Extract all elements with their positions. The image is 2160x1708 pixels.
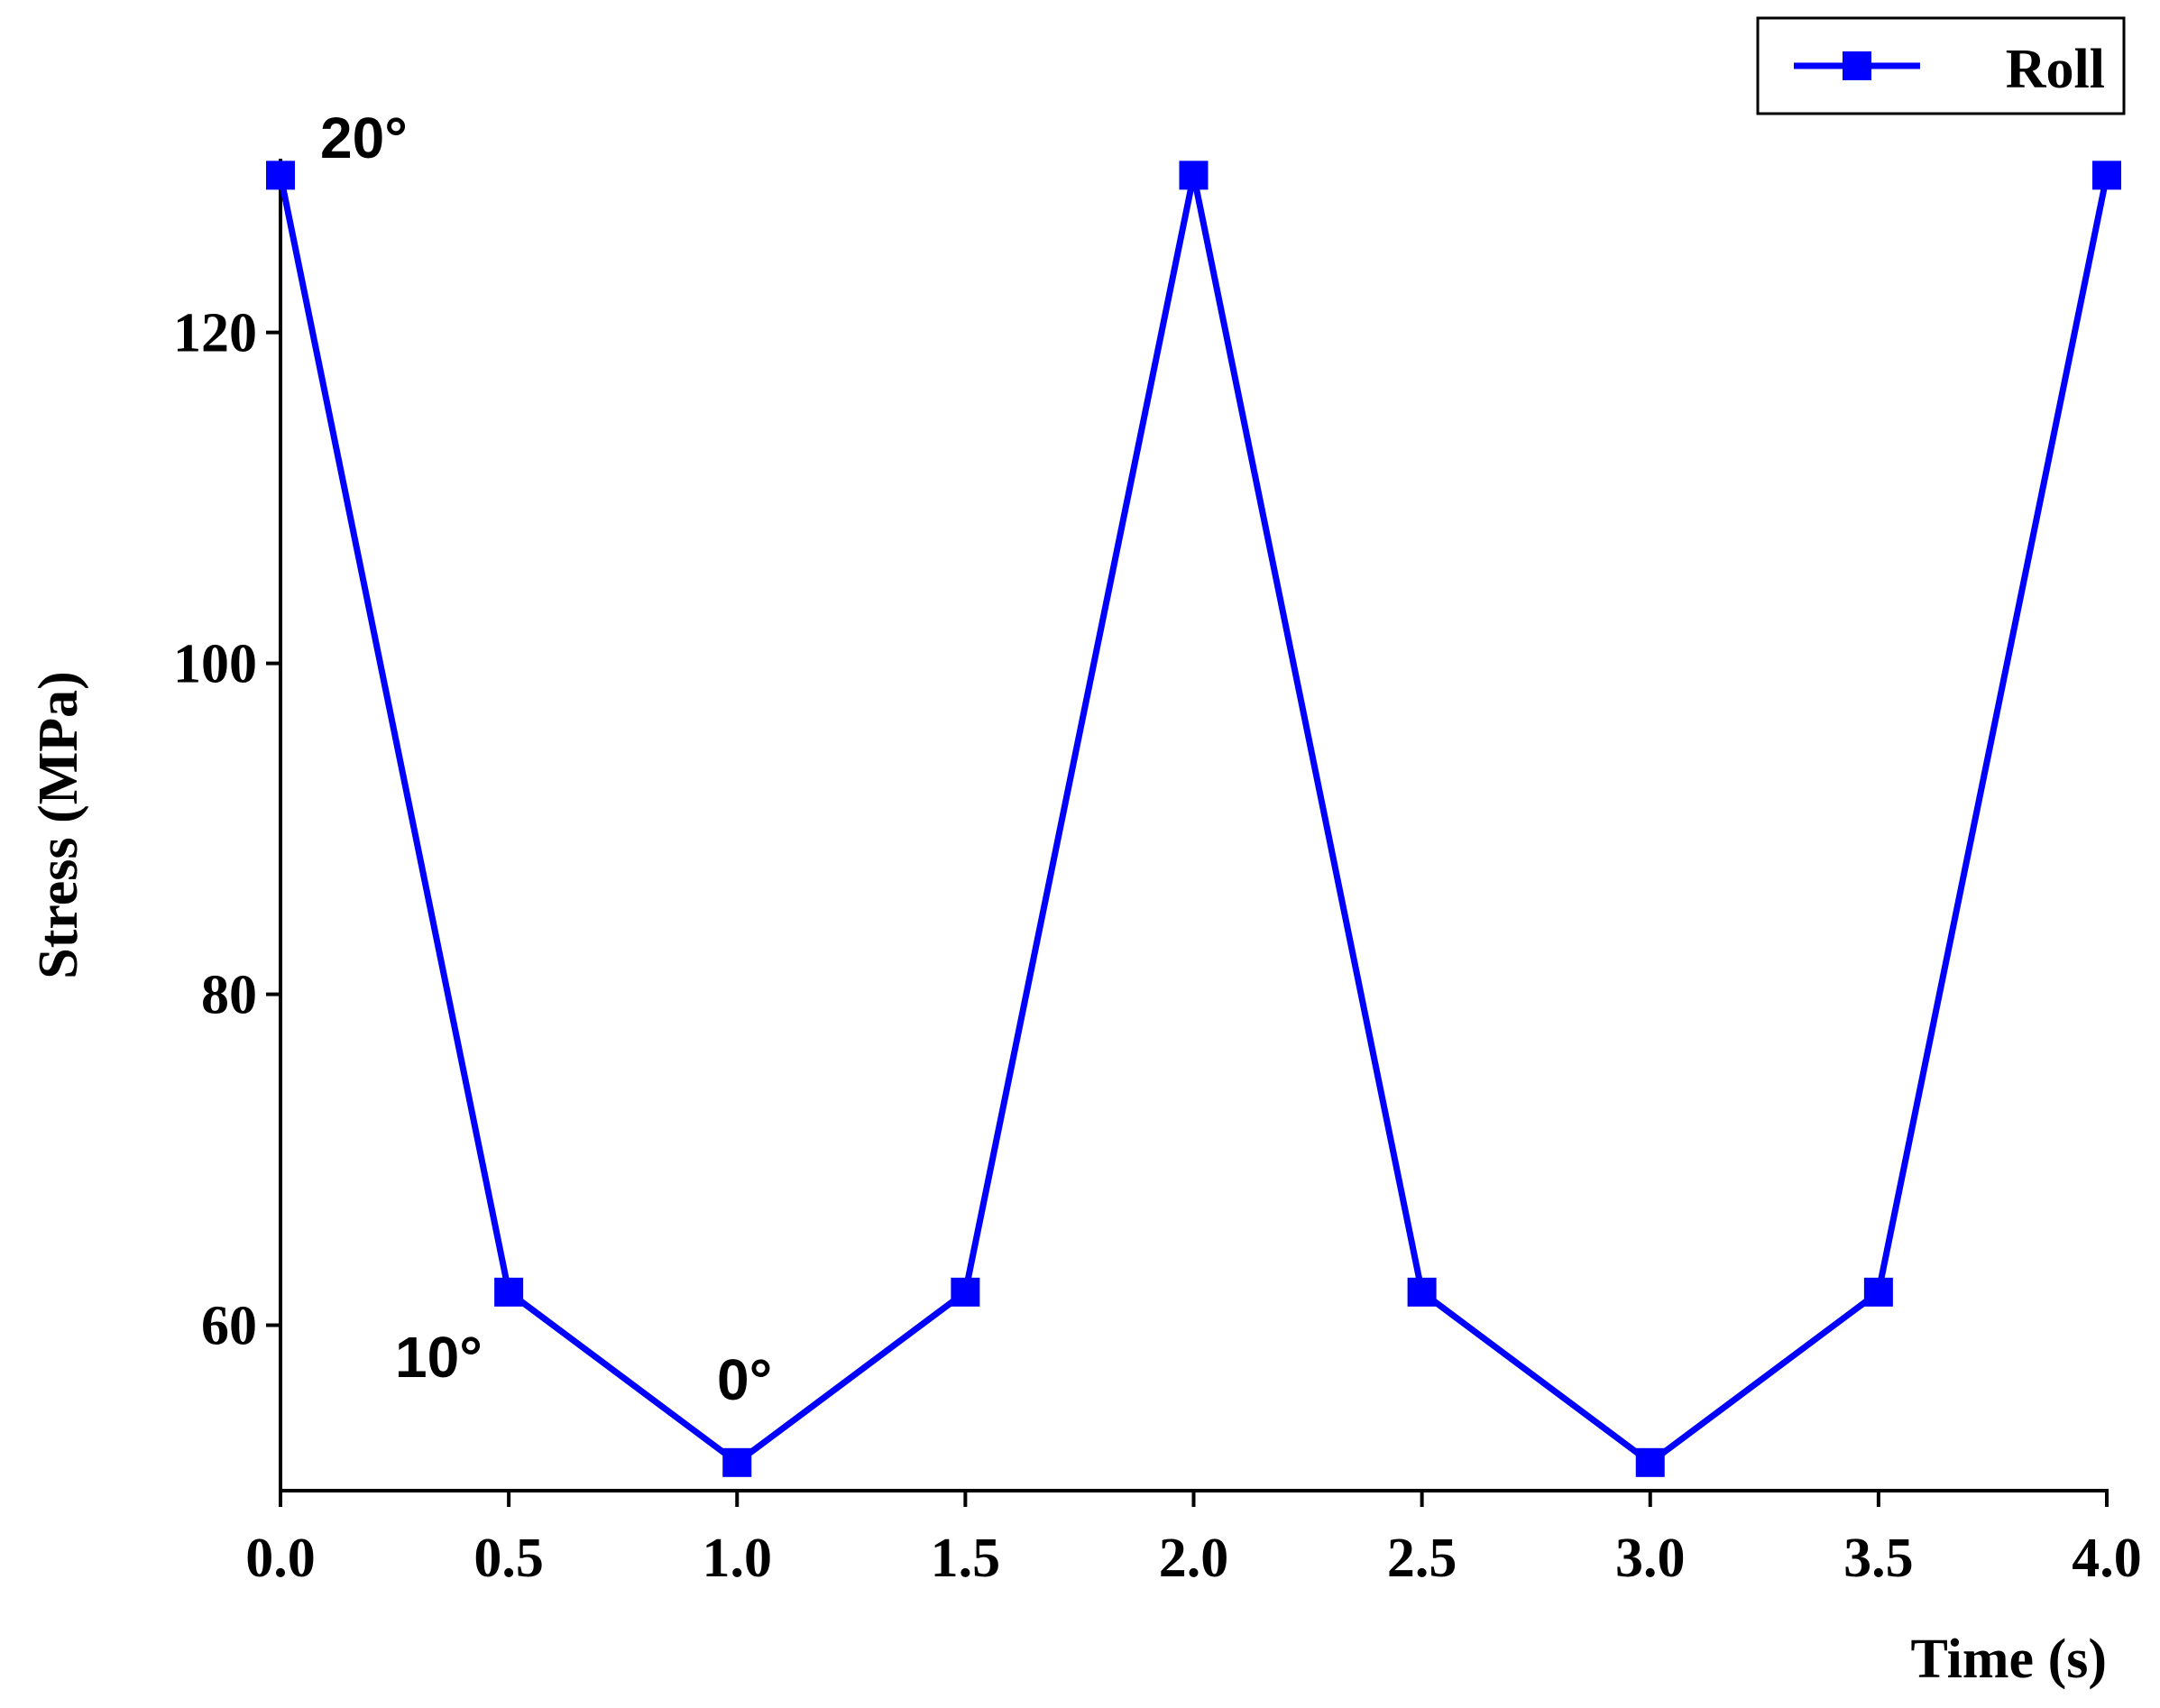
marker	[2092, 161, 2121, 190]
marker	[722, 1447, 752, 1477]
x-axis-title: Time (s)	[1910, 1629, 2107, 1690]
series-line	[277, 174, 2110, 1467]
legend-label: Roll	[2006, 39, 2105, 100]
y-tick-label: 60	[201, 1296, 257, 1357]
marker	[1179, 161, 1209, 190]
marker	[266, 161, 295, 190]
marker	[951, 1277, 980, 1307]
x-tick-label: 3.0	[1615, 1528, 1686, 1589]
marker	[1863, 1277, 1893, 1307]
x-tick-label: 2.5	[1387, 1528, 1457, 1589]
x-tick-label: 0.5	[473, 1528, 544, 1589]
y-tick-label: 100	[173, 634, 257, 695]
annotation: 0°	[717, 1347, 772, 1412]
legend-marker	[1843, 51, 1871, 80]
y-tick-label: 80	[201, 965, 257, 1026]
y-tick-label: 120	[173, 303, 257, 364]
x-tick-label: 4.0	[2072, 1528, 2142, 1589]
x-tick-label: 0.0	[245, 1528, 316, 1589]
marker	[1407, 1277, 1437, 1307]
annotation: 10°	[395, 1325, 483, 1390]
x-tick-label: 2.0	[1159, 1528, 1229, 1589]
y-axis-title: Stress (MPa)	[28, 671, 89, 978]
x-tick-label: 3.5	[1843, 1528, 1914, 1589]
marker	[494, 1277, 524, 1307]
x-tick-label: 1.0	[703, 1528, 773, 1589]
marker	[1635, 1447, 1665, 1477]
annotation: 20°	[320, 106, 408, 170]
x-tick-label: 1.5	[931, 1528, 1001, 1589]
